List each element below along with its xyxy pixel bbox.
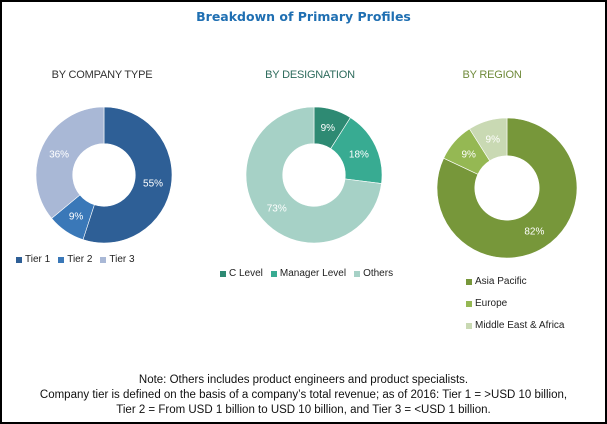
legend-label: C Level — [229, 268, 263, 279]
legend-label: Tier 3 — [109, 254, 135, 265]
data-label-c-level: 9% — [321, 123, 336, 134]
data-label-tier-3: 36% — [49, 149, 69, 160]
legend-label: Others — [363, 268, 394, 279]
data-label-tier-1: 55% — [143, 178, 163, 189]
legend-item-middle-east-africa: Middle East & Africa — [466, 320, 564, 331]
legend-swatch — [16, 256, 22, 263]
legend-item-asia-pacific: Asia Pacific — [466, 276, 564, 287]
legend-swatch — [354, 270, 361, 277]
legend-item-tier-2: Tier 2 — [58, 254, 92, 265]
region-legend: Asia Pacific Europe Middle East & Africa — [466, 276, 564, 331]
footnote-line-2: Company tier is defined on the basis of … — [39, 389, 568, 401]
region-title: BY REGION — [462, 69, 522, 81]
legend-swatch — [466, 322, 472, 329]
footnote: Note: Others includes product engineers … — [2, 373, 605, 418]
slice-asia-pacific — [436, 117, 578, 259]
legend-label: Europe — [475, 298, 508, 309]
legend-label: Middle East & Africa — [475, 320, 565, 331]
legend-swatch — [270, 270, 277, 277]
chart-title: Breakdown of Primary Profiles — [196, 9, 411, 24]
legend-swatch — [466, 300, 472, 307]
legend-label: Tier 1 — [25, 254, 51, 265]
legend-swatch — [100, 256, 107, 263]
designation-legend: C Level Manager Level Others — [220, 268, 393, 279]
legend-swatch — [220, 270, 226, 277]
footnote-line-1: Note: Others includes product engineers … — [138, 374, 469, 386]
data-label-middle-east-africa: 9% — [486, 134, 501, 145]
data-label-others: 73% — [267, 203, 287, 214]
slice-middle-east-africa — [469, 117, 508, 162]
legend-item-c-level: C Level — [220, 268, 263, 279]
designation-title: BY DESIGNATION — [265, 69, 355, 81]
legend-label: Tier 2 — [67, 254, 93, 265]
legend-label: Asia Pacific — [475, 276, 527, 287]
legend-item-tier-1: Tier 1 — [16, 254, 50, 265]
designation-donut: 9% 18% 73% — [245, 106, 383, 244]
legend-swatch — [58, 256, 65, 263]
slice-tier-1 — [82, 106, 173, 244]
data-label-tier-2: 9% — [69, 212, 84, 223]
region-donut: 82% 9% 9% — [436, 117, 578, 259]
company-type-donut: 55% 9% 36% — [35, 106, 173, 244]
data-label-europe: 9% — [461, 150, 476, 161]
legend-item-others: Others — [354, 268, 393, 279]
company-type-title: BY COMPANY TYPE — [51, 69, 153, 81]
data-label-manager-level: 18% — [349, 149, 369, 160]
legend-swatch — [466, 278, 472, 285]
slice-tier-3 — [35, 106, 105, 219]
legend-label: Manager Level — [279, 268, 347, 279]
legend-item-tier-3: Tier 3 — [100, 254, 135, 265]
footnote-line-3: Tier 2 = From USD 1 billion to USD 10 bi… — [116, 404, 491, 416]
legend-item-europe: Europe — [466, 298, 564, 309]
company-type-legend: Tier 1 Tier 2 Tier 3 — [16, 254, 135, 265]
data-label-asia-pacific: 82% — [524, 227, 544, 238]
slice-others — [245, 106, 382, 244]
legend-item-manager-level: Manager Level — [270, 268, 347, 279]
